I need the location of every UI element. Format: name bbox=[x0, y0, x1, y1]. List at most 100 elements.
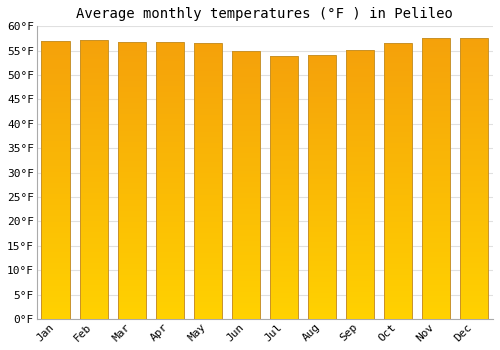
Bar bbox=[156, 214, 184, 216]
Bar bbox=[270, 237, 298, 240]
Bar bbox=[80, 269, 108, 272]
Bar bbox=[194, 302, 222, 305]
Bar bbox=[194, 211, 222, 214]
Bar bbox=[42, 166, 70, 169]
Bar bbox=[194, 164, 222, 167]
Bar bbox=[346, 198, 374, 201]
Bar bbox=[118, 300, 146, 302]
Bar bbox=[42, 236, 70, 238]
Bar bbox=[384, 201, 412, 203]
Bar bbox=[232, 147, 260, 150]
Bar bbox=[346, 133, 374, 136]
Bar bbox=[80, 126, 108, 129]
Bar bbox=[232, 64, 260, 67]
Bar bbox=[384, 308, 412, 310]
Bar bbox=[118, 219, 146, 222]
Bar bbox=[308, 248, 336, 250]
Bar bbox=[384, 68, 412, 71]
Bar bbox=[384, 60, 412, 63]
Bar bbox=[42, 80, 70, 83]
Bar bbox=[80, 98, 108, 101]
Bar bbox=[232, 262, 260, 265]
Bar bbox=[270, 190, 298, 193]
Bar bbox=[118, 56, 146, 59]
Bar bbox=[232, 72, 260, 75]
Bar bbox=[460, 122, 488, 125]
Bar bbox=[346, 120, 374, 122]
Bar bbox=[80, 65, 108, 68]
Bar bbox=[422, 47, 450, 50]
Bar bbox=[232, 201, 260, 204]
Bar bbox=[118, 200, 146, 203]
Bar bbox=[270, 61, 298, 63]
Bar bbox=[156, 172, 184, 175]
Bar bbox=[42, 191, 70, 194]
Bar bbox=[194, 140, 222, 142]
Bar bbox=[80, 40, 108, 43]
Bar bbox=[346, 314, 374, 316]
Bar bbox=[80, 68, 108, 71]
Bar bbox=[80, 138, 108, 140]
Bar bbox=[346, 50, 374, 319]
Bar bbox=[384, 118, 412, 120]
Bar bbox=[422, 305, 450, 308]
Bar bbox=[156, 203, 184, 205]
Bar bbox=[346, 244, 374, 246]
Bar bbox=[460, 198, 488, 201]
Bar bbox=[232, 252, 260, 254]
Bar bbox=[422, 150, 450, 153]
Bar bbox=[460, 83, 488, 86]
Bar bbox=[194, 278, 222, 280]
Bar bbox=[422, 299, 450, 302]
Bar bbox=[194, 110, 222, 112]
Bar bbox=[80, 294, 108, 296]
Bar bbox=[422, 86, 450, 89]
Bar bbox=[80, 221, 108, 224]
Bar bbox=[384, 294, 412, 297]
Bar bbox=[232, 222, 260, 225]
Bar bbox=[346, 184, 374, 187]
Bar bbox=[308, 60, 336, 63]
Bar bbox=[232, 155, 260, 158]
Bar bbox=[156, 208, 184, 211]
Bar bbox=[384, 316, 412, 319]
Bar bbox=[384, 245, 412, 247]
Bar bbox=[80, 180, 108, 182]
Bar bbox=[42, 252, 70, 255]
Bar bbox=[422, 44, 450, 47]
Bar bbox=[118, 84, 146, 86]
Bar bbox=[422, 108, 450, 111]
Bar bbox=[422, 122, 450, 125]
Bar bbox=[232, 188, 260, 190]
Bar bbox=[460, 252, 488, 254]
Bar bbox=[194, 115, 222, 118]
Bar bbox=[270, 232, 298, 234]
Bar bbox=[42, 291, 70, 294]
Bar bbox=[422, 249, 450, 252]
Bar bbox=[308, 55, 336, 319]
Bar bbox=[156, 316, 184, 319]
Bar bbox=[384, 302, 412, 305]
Bar bbox=[270, 182, 298, 184]
Bar bbox=[270, 77, 298, 79]
Bar bbox=[118, 64, 146, 67]
Bar bbox=[460, 316, 488, 319]
Bar bbox=[232, 110, 260, 112]
Bar bbox=[156, 50, 184, 53]
Bar bbox=[270, 311, 298, 314]
Bar bbox=[156, 272, 184, 274]
Bar bbox=[384, 297, 412, 300]
Bar bbox=[384, 88, 412, 90]
Bar bbox=[384, 162, 412, 164]
Bar bbox=[156, 125, 184, 128]
Bar bbox=[308, 126, 336, 129]
Bar bbox=[460, 114, 488, 117]
Bar bbox=[42, 224, 70, 227]
Bar bbox=[42, 69, 70, 71]
Bar bbox=[308, 216, 336, 219]
Bar bbox=[118, 261, 146, 264]
Bar bbox=[270, 298, 298, 300]
Bar bbox=[118, 294, 146, 297]
Bar bbox=[384, 184, 412, 187]
Bar bbox=[346, 254, 374, 257]
